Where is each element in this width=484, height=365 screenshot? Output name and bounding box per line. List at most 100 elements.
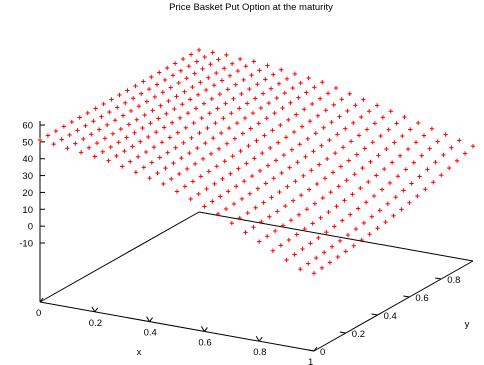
data-point xyxy=(259,219,264,225)
x-tick-label: 0.4 xyxy=(144,328,157,339)
data-point xyxy=(372,121,378,126)
data-point xyxy=(180,102,185,107)
data-point xyxy=(131,96,136,101)
x-tick-label: 0.8 xyxy=(253,347,266,358)
y-tick-label: 0 xyxy=(320,347,325,358)
data-point xyxy=(170,73,176,78)
data-point xyxy=(100,149,105,154)
data-point xyxy=(362,146,367,151)
data-point xyxy=(174,94,179,99)
data-point xyxy=(59,137,64,142)
data-point xyxy=(334,204,339,209)
data-point xyxy=(409,181,414,186)
data-point xyxy=(470,144,476,149)
data-point xyxy=(102,136,108,141)
data-point xyxy=(359,114,364,120)
y-axis-label: y xyxy=(465,319,470,330)
data-point xyxy=(230,153,235,159)
data-point xyxy=(146,134,151,140)
data-point xyxy=(101,101,106,107)
z-tick-label: 10 xyxy=(22,205,33,216)
x-tick xyxy=(39,297,44,303)
data-point xyxy=(188,52,194,57)
data-point xyxy=(161,181,166,187)
data-point xyxy=(173,145,178,150)
data-point xyxy=(92,154,97,159)
data-point xyxy=(374,103,380,108)
data-point xyxy=(37,137,43,143)
data-point xyxy=(248,126,253,131)
data-point xyxy=(202,204,207,209)
data-point xyxy=(274,95,279,101)
data-point xyxy=(203,140,208,146)
data-point xyxy=(127,159,133,164)
data-point xyxy=(237,215,242,221)
x-axis-line xyxy=(39,301,315,352)
z-tick-label: 60 xyxy=(22,121,33,132)
data-point xyxy=(243,230,248,235)
data-point xyxy=(292,71,298,77)
data-point xyxy=(283,135,289,140)
data-point xyxy=(321,250,327,255)
data-point xyxy=(213,120,218,126)
x-tick xyxy=(313,346,318,352)
data-point xyxy=(151,144,157,150)
data-point xyxy=(302,226,307,232)
x-tick xyxy=(258,336,263,342)
data-point xyxy=(318,215,323,221)
z-tick-label: 40 xyxy=(22,154,33,165)
data-point xyxy=(187,150,192,156)
data-point xyxy=(229,220,234,226)
data-point xyxy=(124,135,129,140)
data-point xyxy=(210,199,215,204)
data-point xyxy=(201,101,207,106)
data-point xyxy=(226,125,232,131)
data-point xyxy=(164,111,169,116)
data-point xyxy=(313,131,318,136)
data-point xyxy=(222,66,227,71)
axis-ticks: 6050403020100-1000.20.40.60.8100.20.40.6… xyxy=(19,121,460,365)
data-point xyxy=(109,97,114,102)
data-point xyxy=(337,238,343,244)
y-tick xyxy=(403,295,410,298)
data-point xyxy=(260,150,265,156)
data-point xyxy=(179,155,184,161)
data-point xyxy=(73,141,78,146)
data-point xyxy=(288,218,294,223)
data-point xyxy=(354,152,359,157)
data-point xyxy=(224,141,230,146)
data-point xyxy=(207,111,212,116)
data-point xyxy=(231,201,237,207)
data-point xyxy=(184,166,190,172)
data-point xyxy=(272,228,278,234)
data-point xyxy=(295,160,300,165)
data-point xyxy=(61,124,67,129)
data-point xyxy=(141,165,147,170)
data-point xyxy=(344,178,349,183)
data-point xyxy=(319,265,325,271)
data-point xyxy=(189,135,194,141)
data-point xyxy=(284,257,289,263)
data-point xyxy=(136,104,142,109)
x-axis-label: x xyxy=(137,347,142,358)
data-point xyxy=(294,232,299,237)
data-point xyxy=(356,133,362,138)
data-point xyxy=(235,68,241,74)
data-point xyxy=(163,165,168,171)
data-point xyxy=(108,144,113,150)
data-point xyxy=(148,121,153,126)
data-point xyxy=(378,133,383,139)
y-axis-line xyxy=(313,260,474,352)
data-point xyxy=(283,203,288,209)
data-point xyxy=(276,81,282,86)
data-point xyxy=(347,91,352,97)
y-tick-label: 0.4 xyxy=(384,311,397,322)
data-point xyxy=(298,192,304,198)
data-point xyxy=(383,219,388,225)
data-point xyxy=(202,54,207,60)
data-point xyxy=(411,160,416,165)
y-tick xyxy=(435,277,442,280)
data-point xyxy=(382,166,387,172)
data-point xyxy=(154,82,160,87)
data-point xyxy=(219,78,225,83)
